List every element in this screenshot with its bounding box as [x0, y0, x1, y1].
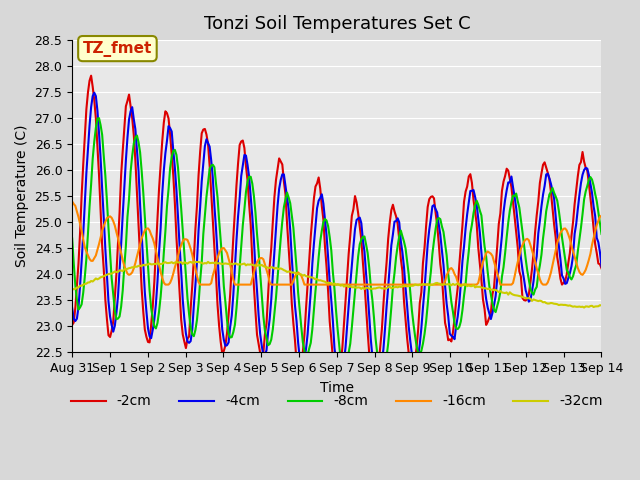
-2cm — [367, 369, 374, 374]
-4cm — [504, 180, 512, 185]
-32cm — [580, 305, 588, 311]
-2cm — [75, 261, 83, 266]
-2cm — [228, 263, 236, 268]
-8cm — [187, 325, 195, 331]
-2cm — [68, 322, 76, 328]
-4cm — [75, 304, 83, 310]
Title: Tonzi Soil Temperatures Set C: Tonzi Soil Temperatures Set C — [204, 15, 470, 33]
-8cm — [504, 219, 512, 225]
-8cm — [68, 236, 76, 241]
-32cm — [503, 289, 511, 295]
Line: -2cm: -2cm — [72, 76, 602, 383]
-16cm — [509, 280, 517, 286]
-4cm — [68, 305, 76, 311]
-16cm — [75, 214, 83, 220]
-16cm — [187, 246, 195, 252]
-32cm — [228, 261, 236, 266]
-8cm — [378, 370, 386, 376]
-4cm — [187, 338, 195, 344]
-8cm — [511, 193, 518, 199]
-4cm — [367, 336, 374, 342]
-32cm — [75, 285, 83, 290]
-8cm — [95, 115, 103, 121]
-2cm — [87, 73, 95, 79]
Y-axis label: Soil Temperature (C): Soil Temperature (C) — [15, 125, 29, 267]
Line: -8cm: -8cm — [72, 118, 602, 373]
Text: TZ_fmet: TZ_fmet — [83, 41, 152, 57]
-32cm — [598, 302, 605, 308]
-4cm — [511, 194, 518, 200]
-8cm — [228, 334, 236, 340]
-2cm — [504, 168, 512, 174]
Line: -32cm: -32cm — [72, 262, 602, 308]
-32cm — [185, 260, 193, 265]
-16cm — [161, 282, 169, 288]
-8cm — [75, 307, 83, 312]
-16cm — [503, 282, 511, 288]
-32cm — [509, 292, 517, 298]
-4cm — [90, 90, 98, 96]
-4cm — [598, 264, 605, 269]
Legend: -2cm, -4cm, -8cm, -16cm, -32cm: -2cm, -4cm, -8cm, -16cm, -32cm — [65, 389, 609, 414]
Line: -4cm: -4cm — [72, 93, 602, 384]
-2cm — [187, 306, 195, 312]
-32cm — [204, 259, 212, 265]
-16cm — [367, 282, 374, 288]
X-axis label: Time: Time — [320, 381, 354, 395]
-16cm — [68, 199, 76, 204]
-4cm — [373, 381, 381, 386]
-16cm — [228, 269, 236, 275]
-32cm — [367, 286, 374, 291]
-2cm — [511, 214, 518, 219]
-4cm — [228, 313, 236, 319]
-16cm — [598, 213, 605, 218]
-32cm — [68, 287, 76, 292]
-2cm — [598, 265, 605, 271]
-8cm — [598, 231, 605, 237]
-8cm — [367, 284, 374, 289]
-2cm — [372, 380, 380, 385]
Line: -16cm: -16cm — [72, 202, 602, 285]
